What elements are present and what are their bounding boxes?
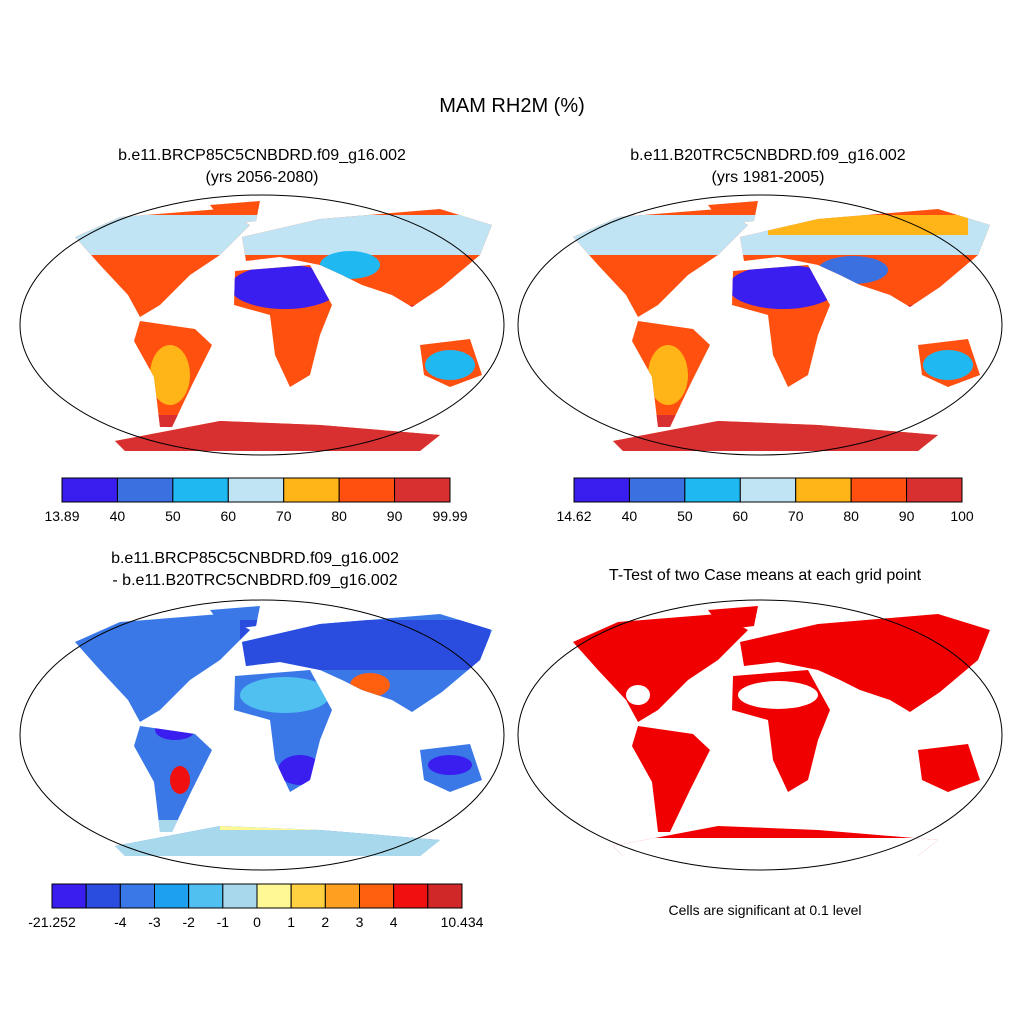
colorbar-box	[324, 883, 361, 909]
colorbar-box	[256, 883, 292, 909]
colorbar-box	[684, 477, 741, 503]
colorbar-label: 10.434	[441, 914, 484, 930]
colorbar-box	[51, 883, 87, 909]
colorbar-box	[119, 883, 156, 909]
colorbar-label: 80	[843, 508, 859, 524]
colorbar-box	[116, 477, 174, 503]
colorbar-label: 99.99	[432, 508, 467, 524]
colorbar-box	[573, 477, 630, 503]
colorbar-box	[227, 477, 285, 503]
colorbar-label: -4	[114, 914, 127, 930]
colorbar-box	[172, 477, 229, 503]
colorbar-label: 70	[788, 508, 804, 524]
colorbar-label: -21.252	[28, 914, 76, 930]
colorbar-box	[359, 883, 395, 909]
colorbar-label: 1	[287, 914, 295, 930]
colorbar-box	[154, 883, 190, 909]
colorbar-label: 80	[331, 508, 347, 524]
footnote: Cells are significant at 0.1 level	[669, 902, 862, 918]
figure-title: MAM RH2M (%)	[439, 95, 585, 117]
colorbar-box	[628, 477, 686, 503]
colorbar-label: -2	[182, 914, 195, 930]
colorbar-box	[188, 883, 224, 909]
colorbar-box	[850, 477, 908, 503]
colorbar-box	[394, 477, 451, 503]
colorbar-box	[427, 883, 463, 909]
colorbar-box	[739, 477, 797, 503]
colorbar-box	[906, 477, 963, 503]
colorbar-label: 50	[677, 508, 693, 524]
colorbar-label: -1	[217, 914, 230, 930]
map	[517, 599, 1003, 871]
panel-title: b.e11.BRCP85C5CNBDRD.f09_g16.002	[111, 550, 399, 567]
colorbar-label: 0	[253, 914, 261, 930]
colorbar-box	[283, 477, 340, 503]
colorbar-label: 90	[387, 508, 403, 524]
panel-title: - b.e11.B20TRC5CNBDRD.f09_g16.002	[112, 572, 397, 589]
colorbar-label: 14.62	[556, 508, 591, 524]
map	[19, 599, 505, 871]
colorbar-label: 4	[390, 914, 398, 930]
colorbar-label: 3	[356, 914, 364, 930]
colorbar-label: 60	[220, 508, 236, 524]
panel-title: (yrs 2056-2080)	[206, 169, 319, 186]
colorbar-label: 70	[276, 508, 292, 524]
colorbar-label: 40	[622, 508, 638, 524]
colorbar-box	[290, 883, 326, 909]
colorbar-label: 60	[732, 508, 748, 524]
panel-title: (yrs 1981-2005)	[712, 169, 825, 186]
colorbar-label: 50	[165, 508, 181, 524]
colorbar-label: 2	[321, 914, 329, 930]
colorbar-label: -3	[148, 914, 161, 930]
colorbar-label: 40	[110, 508, 126, 524]
colorbar-box	[795, 477, 852, 503]
colorbar-label: 90	[899, 508, 915, 524]
panel-title: b.e11.BRCP85C5CNBDRD.f09_g16.002	[118, 147, 406, 164]
colorbar-box	[85, 883, 121, 909]
colorbar-label: 100	[950, 508, 974, 524]
colorbar-box	[338, 477, 396, 503]
colorbar-box	[61, 477, 118, 503]
colorbar-box	[393, 883, 429, 909]
colorbar-label: 13.89	[44, 508, 79, 524]
map	[19, 194, 505, 456]
panel-title: T-Test of two Case means at each grid po…	[609, 567, 922, 584]
colorbar-box	[222, 883, 258, 909]
map	[517, 194, 1003, 456]
panel-title: b.e11.B20TRC5CNBDRD.f09_g16.002	[630, 147, 906, 164]
